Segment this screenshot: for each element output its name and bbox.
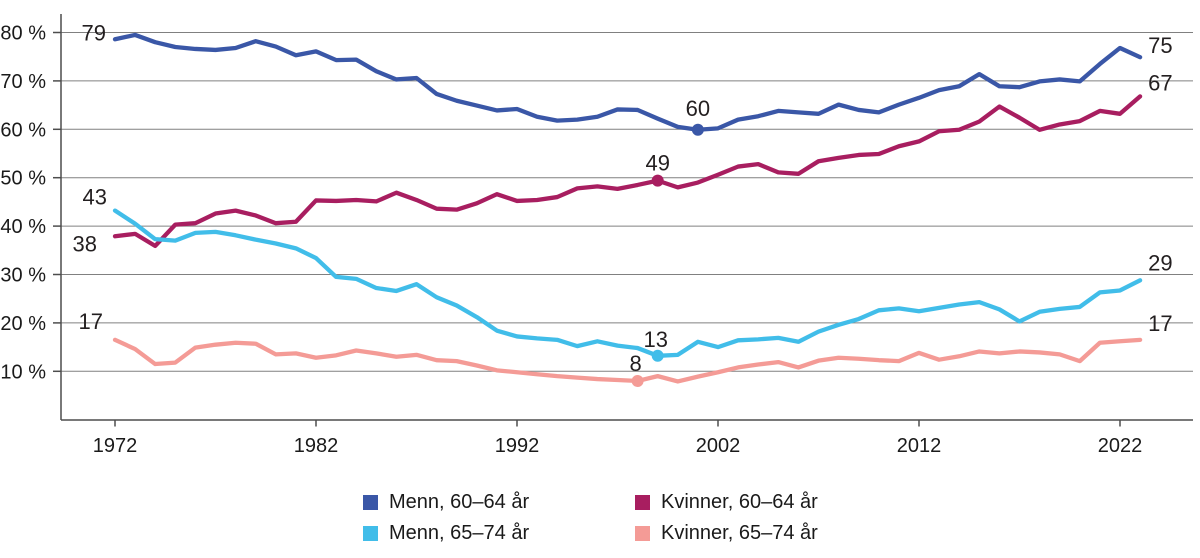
marker-dot-series-2 <box>651 174 664 187</box>
end-value-label-series-2: 67 <box>1148 70 1172 95</box>
employment-rate-line-chart: 80 % 70 % 60 % 50 % 40 % 30 % 20 % 10 % 1972 1982… <box>0 14 1193 457</box>
y-axis-label-20: 20 % <box>0 313 46 335</box>
series-line-1 <box>112 32 1143 132</box>
y-axis-label-30: 30 % <box>0 265 46 287</box>
marker-dot-series-3 <box>651 349 664 362</box>
start-value-label-series-2: 38 <box>73 231 97 256</box>
marker-value-label-series-3: 13 <box>643 327 667 352</box>
end-value-label-series-4: 17 <box>1148 311 1172 336</box>
legend-item-kvinner-60-64: Kvinner, 60–64 år <box>635 491 818 513</box>
y-axis-label-70: 70 % <box>0 71 46 93</box>
y-axis-label-80: 80 % <box>0 23 46 45</box>
y-axis-label-10: 10 % <box>0 361 46 383</box>
legend-label: Menn, 65–74 år <box>389 522 530 544</box>
end-value-label-series-1: 75 <box>1148 33 1172 58</box>
legend-item-kvinner-65-74: Kvinner, 65–74 år <box>635 522 818 544</box>
legend-item-menn-60-64: Menn, 60–64 år <box>363 491 529 513</box>
line-chart-container: 80 % 70 % 60 % 50 % 40 % 30 % 20 % 10 % 1972 1982… <box>0 14 1193 544</box>
start-value-label-series-1: 79 <box>82 20 106 45</box>
x-axis-label-2022: 2022 <box>1098 435 1143 457</box>
series-line-4 <box>112 337 1143 384</box>
marker-value-label-series-1: 60 <box>686 96 710 121</box>
series-line-2 <box>112 94 1143 249</box>
x-axis-label-1992: 1992 <box>495 435 540 457</box>
end-value-label-series-3: 29 <box>1148 250 1172 275</box>
start-value-label-series-4: 17 <box>79 309 103 334</box>
marker-dot-series-1 <box>691 123 704 136</box>
x-axis-label-1982: 1982 <box>294 435 339 457</box>
marker-value-label-series-2: 49 <box>645 151 669 176</box>
legend-swatch-kvinner-65-74 <box>635 525 650 541</box>
legend-swatch-menn-60-64 <box>363 494 378 510</box>
y-axis-label-50: 50 % <box>0 168 46 190</box>
legend-label: Kvinner, 65–74 år <box>661 522 818 544</box>
x-axis-label-2002: 2002 <box>696 435 741 457</box>
x-axis-label-1972: 1972 <box>93 435 138 457</box>
y-axis-label-40: 40 % <box>0 216 46 238</box>
marker-dot-series-4 <box>631 374 644 387</box>
marker-value-label-series-4: 8 <box>629 351 641 376</box>
start-value-label-series-3: 43 <box>83 185 107 210</box>
legend-swatch-menn-65-74 <box>363 525 378 541</box>
legend-swatch-kvinner-60-64 <box>635 494 650 510</box>
y-axis-label-60: 60 % <box>0 119 46 141</box>
legend-label: Kvinner, 60–64 år <box>661 491 818 513</box>
legend-label: Menn, 60–64 år <box>389 491 530 513</box>
x-axis-label-2012: 2012 <box>897 435 942 457</box>
legend-item-menn-65-74: Menn, 65–74 år <box>363 522 529 544</box>
series-line-3 <box>112 208 1143 358</box>
